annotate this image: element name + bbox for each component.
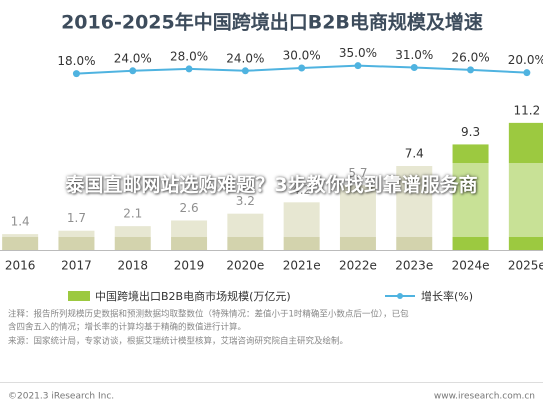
- data-label: 3.2: [236, 194, 255, 208]
- data-label: 1.4: [11, 215, 30, 229]
- footer: www.iresearch.com.cn: [434, 392, 535, 402]
- chart-title: 2016-2025年中国跨境出口B2B电商规模及增速: [61, 11, 483, 34]
- data-label: 24.0%: [226, 51, 264, 65]
- bar: [2, 234, 39, 250]
- x-tick-label: 2020e: [226, 259, 264, 273]
- line-dot: [241, 67, 249, 75]
- data-label: 4.2: [292, 183, 311, 197]
- bar: [452, 144, 489, 250]
- data-label: 35.0%: [339, 46, 377, 60]
- line-dot: [467, 66, 475, 74]
- legend-label: 中国跨境出口B2B电商市场规模(万亿元): [95, 289, 291, 303]
- data-label: 2.6: [180, 201, 199, 215]
- line-dot: [72, 70, 80, 78]
- data-label: 26.0%: [451, 50, 489, 64]
- data-label: 31.0%: [395, 48, 433, 62]
- bar: [171, 220, 208, 250]
- bar: [339, 185, 376, 250]
- data-label: 7.4: [405, 147, 424, 161]
- bar: [58, 230, 95, 250]
- data-label: 28.0%: [170, 49, 208, 63]
- line-dot: [185, 65, 193, 73]
- footer: ©2021.3 iResearch Inc.: [8, 392, 114, 402]
- x-tick-label: 2019: [174, 259, 205, 273]
- note: 注释：报告所列规模历史数据和预测数据均取整数位（特殊情况：差值小于1时精确至小数…: [8, 309, 409, 320]
- legend-label: 增长率(%): [421, 289, 473, 303]
- line-dot: [298, 64, 306, 72]
- data-label: 2.1: [123, 207, 142, 221]
- x-tick-label: 2023e: [395, 259, 433, 273]
- x-tick-label: 2025e: [508, 259, 543, 273]
- data-label: 9.3: [461, 125, 480, 139]
- bar: [283, 202, 320, 250]
- line-dot: [410, 64, 418, 72]
- bar: [396, 166, 433, 250]
- banner-text[interactable]: 泰国直邮网站选购难题？3步教你找到靠谱服务商: [65, 174, 478, 196]
- line-dot: [354, 62, 362, 70]
- data-label: 18.0%: [57, 54, 95, 68]
- note: 来源：国家统计局，专家访谈，根据艾瑞统计模型核算，艾瑞咨询研究院自主研究及绘制。: [8, 336, 348, 347]
- bar: [227, 213, 264, 250]
- x-tick-label: 2016: [5, 259, 36, 273]
- x-tick-label: 2021e: [283, 259, 321, 273]
- line-dot: [523, 69, 531, 77]
- data-label: 11.2: [513, 103, 540, 117]
- data-label: 1.7: [67, 211, 86, 225]
- line-dot: [129, 67, 137, 75]
- banner-background: [0, 163, 543, 237]
- data-label: 20.0%: [508, 53, 543, 67]
- bar: [114, 226, 151, 250]
- x-tick-label: 2022e: [339, 259, 377, 273]
- bar: [508, 122, 543, 250]
- legend-dot: [397, 293, 403, 299]
- x-tick-label: 2024e: [452, 259, 490, 273]
- x-tick-label: 2017: [61, 259, 92, 273]
- data-label: 5.7: [348, 166, 367, 180]
- data-label: 24.0%: [114, 51, 152, 65]
- x-tick-label: 2018: [117, 259, 148, 273]
- legend-swatch: [68, 291, 90, 301]
- data-label: 30.0%: [283, 49, 321, 63]
- note: 含四舍五入的情况；增长率的计算均基于精确的数值进行计算。: [8, 322, 246, 333]
